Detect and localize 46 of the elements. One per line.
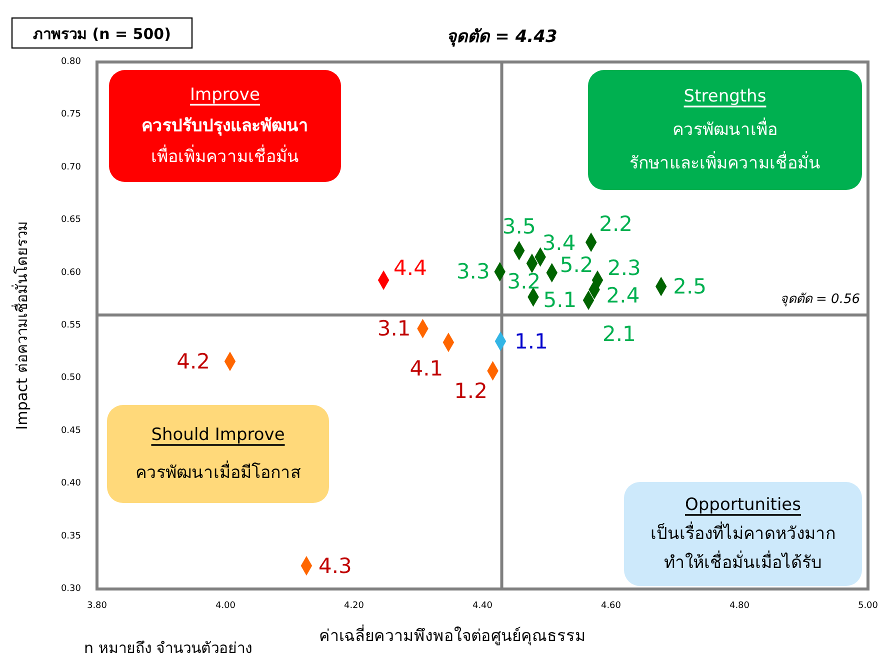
- annotation: 3.1: [377, 316, 411, 341]
- y-tick-label: 0.45: [60, 426, 81, 436]
- x-axis-title: ค่าเฉลี่ยความพึงพอใจต่อศูนย์คุณธรรม: [319, 624, 586, 646]
- annotation: 3.3: [456, 260, 490, 284]
- x-tick-label: 4.40: [472, 601, 493, 611]
- annotation: 2.3: [608, 256, 641, 280]
- annotation: 2.5: [673, 274, 707, 298]
- ref-line-label: จุดตัด = 0.56: [780, 292, 860, 307]
- x-tick-label: 4.80: [729, 601, 750, 611]
- ref-line-label: จุดตัด = 4.43: [446, 27, 558, 47]
- y-tick-label: 0.65: [60, 215, 81, 226]
- y-tick-label: 0.80: [60, 57, 82, 67]
- x-tick-label: 4.20: [344, 601, 364, 611]
- annotation: 3.5: [502, 214, 536, 239]
- x-tick-label: 5.00: [858, 601, 878, 611]
- y-tick-label: 0.35: [60, 531, 81, 542]
- y-tick-label: 0.50: [60, 373, 82, 384]
- annotation: 2.2: [599, 212, 632, 236]
- y-tick-label: 0.75: [60, 110, 81, 120]
- annotation: 4.2: [176, 349, 210, 374]
- annotation: 4.3: [318, 554, 352, 578]
- annotation: Should Improve ควรพัฒนาเมื่อมีโอกาส: [136, 425, 302, 483]
- chart-title: ภาพรวม (n = 500): [33, 25, 171, 43]
- annotation: 1.1: [514, 329, 548, 354]
- x-tick-label: 4.60: [600, 601, 622, 611]
- annotation: Strengths ควรพัฒนาเพื่อ รักษาและเพิ่มความเชื่อมั่น: [630, 86, 820, 174]
- x-tick-label: 4.00: [215, 601, 236, 611]
- y-tick-label: 0.70: [60, 162, 82, 172]
- y-tick-label: 0.30: [60, 584, 82, 594]
- annotation: Improve ควรปรับปรุงและพัฒนา เพื่อเพิ่มความเชื่อมั่น: [142, 84, 308, 168]
- annotation: 5.2: [560, 252, 594, 277]
- annotation: 4.1: [410, 356, 444, 380]
- text: n หมายถึง จำนวนตัวอย่าง: [84, 639, 252, 657]
- annotation: 5.1: [543, 288, 577, 312]
- annotation: 3.2: [507, 269, 541, 294]
- annotation: 2.4: [606, 284, 640, 308]
- annotation: 1.2: [454, 378, 488, 403]
- y-tick-label: 0.60: [60, 268, 82, 278]
- y-axis-title: Impact ต่อความเชื่อมั่นโดยรวม: [11, 221, 31, 430]
- y-tick-label: 0.55: [60, 320, 81, 330]
- annotation: Opportunities เป็นเรื่องที่ไม่คาดหวังมาก ทำให้เชื่อมั่นเมื่อได้รับ: [650, 495, 836, 573]
- annotation: 2.1: [602, 322, 636, 346]
- annotation: 4.4: [394, 256, 427, 280]
- y-tick-label: 0.40: [60, 478, 82, 489]
- x-tick-label: 3.80: [86, 601, 108, 611]
- annotation: 3.4: [542, 230, 576, 255]
